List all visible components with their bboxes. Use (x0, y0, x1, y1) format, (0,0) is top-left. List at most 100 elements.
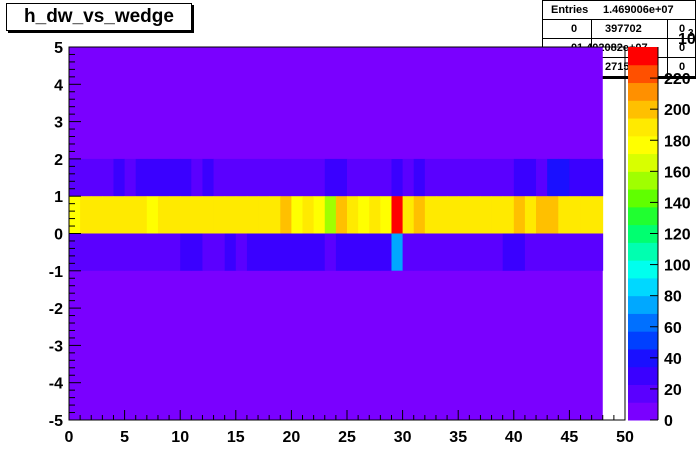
heatmap-cell (180, 196, 192, 234)
color-scale-band (628, 82, 658, 101)
color-scale-band (628, 47, 658, 66)
heatmap-cell (369, 158, 381, 197)
heatmap-cell (569, 196, 581, 234)
stats-column-divider (667, 19, 668, 76)
heatmap-cell (235, 196, 248, 234)
heatmap-cell (547, 158, 559, 197)
heatmap-cell (335, 196, 348, 234)
heatmap-cell (246, 158, 259, 197)
heatmap-cell (169, 233, 181, 271)
heatmap-cell (69, 158, 81, 197)
heatmap-cell (191, 158, 203, 197)
heatmap-cell (246, 196, 259, 234)
heatmap-cell (280, 233, 292, 271)
heatmap-cell (91, 233, 103, 271)
heatmap-cell (169, 196, 181, 234)
stats-entries-label: Entries (551, 4, 589, 16)
heatmap-cell (591, 196, 604, 234)
y-tick-label: 3 (54, 115, 63, 132)
heatmap-cell (435, 196, 448, 234)
heatmap-cell (391, 158, 403, 197)
heatmap-cell (113, 196, 125, 234)
stats-row-top: 0 397702 0 (543, 20, 695, 38)
heatmap-cell (213, 158, 226, 197)
color-scale-band (628, 331, 658, 350)
heatmap-cell (202, 196, 214, 234)
y-tick-label: -1 (49, 264, 63, 281)
y-tick-label: -3 (49, 338, 63, 355)
heatmap-cell (435, 158, 448, 197)
heatmap-cell (480, 196, 492, 234)
heatmap-cell (391, 121, 403, 159)
heatmap-cell (447, 196, 459, 234)
color-scale-tick-label: 100 (664, 258, 691, 275)
color-scale-band (628, 260, 658, 279)
color-scale-band (628, 277, 658, 297)
heatmap-cell (246, 233, 259, 271)
heatmap-cell (335, 233, 348, 271)
heatmap-cell (391, 196, 403, 234)
heatmap-cell (302, 233, 315, 271)
heatmap-cell (280, 158, 292, 197)
heatmap-cell (358, 233, 370, 271)
heatmap-cell (447, 233, 459, 271)
heatmap-cells (69, 47, 604, 420)
color-scale-band (628, 295, 658, 314)
color-scale-exponent: 10 (678, 31, 696, 48)
heatmap-cell (235, 233, 248, 271)
y-tick-label: 1 (54, 189, 63, 206)
color-scale-tick-label: 180 (664, 133, 691, 150)
stats-separator (543, 19, 695, 20)
color-scale-band (628, 313, 658, 332)
color-scale-band (628, 348, 658, 368)
color-scale-tick-label: 20 (664, 382, 682, 399)
color-scale-exponent-power: 3 (688, 28, 694, 39)
heatmap-cell (502, 196, 515, 234)
heatmap-cell (358, 196, 370, 234)
color-scale-band (628, 366, 658, 385)
heatmap-cell (402, 233, 415, 271)
y-tick-label: -5 (49, 413, 63, 430)
heatmap-cell (447, 158, 459, 197)
heatmap-cell (157, 158, 170, 197)
heatmap-cell (324, 158, 337, 197)
heatmap-cell (157, 233, 170, 271)
heatmap-cell (291, 196, 303, 234)
x-tick-label: 5 (120, 429, 129, 446)
stats-entries-row: Entries 1.469006e+07 (543, 1, 695, 19)
heatmap-cell (146, 196, 159, 234)
heatmap-cell (146, 158, 159, 197)
heatmap-cell (580, 233, 593, 271)
x-tick-label: 50 (616, 429, 634, 446)
heatmap-cell (269, 196, 281, 234)
color-scale-tick-label: 120 (664, 227, 691, 244)
stats-separator (543, 38, 695, 39)
x-tick-label: 40 (505, 429, 523, 446)
heatmap-cell (69, 196, 81, 234)
heatmap-cell (302, 196, 315, 234)
heatmap-cell (235, 158, 248, 197)
heatmap-cell (258, 233, 270, 271)
stats-cell: 397702 (605, 23, 642, 35)
heatmap-cell (80, 196, 92, 234)
heatmap-cell (102, 233, 114, 271)
color-scale-band (628, 64, 658, 84)
heatmap-cell (513, 196, 526, 234)
heatmap-cell (547, 196, 559, 234)
heatmap-cell (213, 233, 226, 271)
stats-separator (543, 57, 695, 58)
heatmap-cell (146, 233, 159, 271)
color-scale-band (628, 224, 658, 243)
heatmap-cell (435, 233, 448, 271)
heatmap-cell (102, 158, 114, 197)
x-tick-label: 0 (65, 429, 74, 446)
heatmap-cell (80, 158, 92, 197)
heatmap-cell (258, 196, 270, 234)
heatmap-cell (124, 196, 137, 234)
heatmap-cell (313, 233, 326, 271)
heatmap-cell (113, 233, 125, 271)
heatmap-cell (191, 233, 203, 271)
heatmap-cell (524, 158, 537, 197)
heatmap-cell (513, 233, 526, 271)
